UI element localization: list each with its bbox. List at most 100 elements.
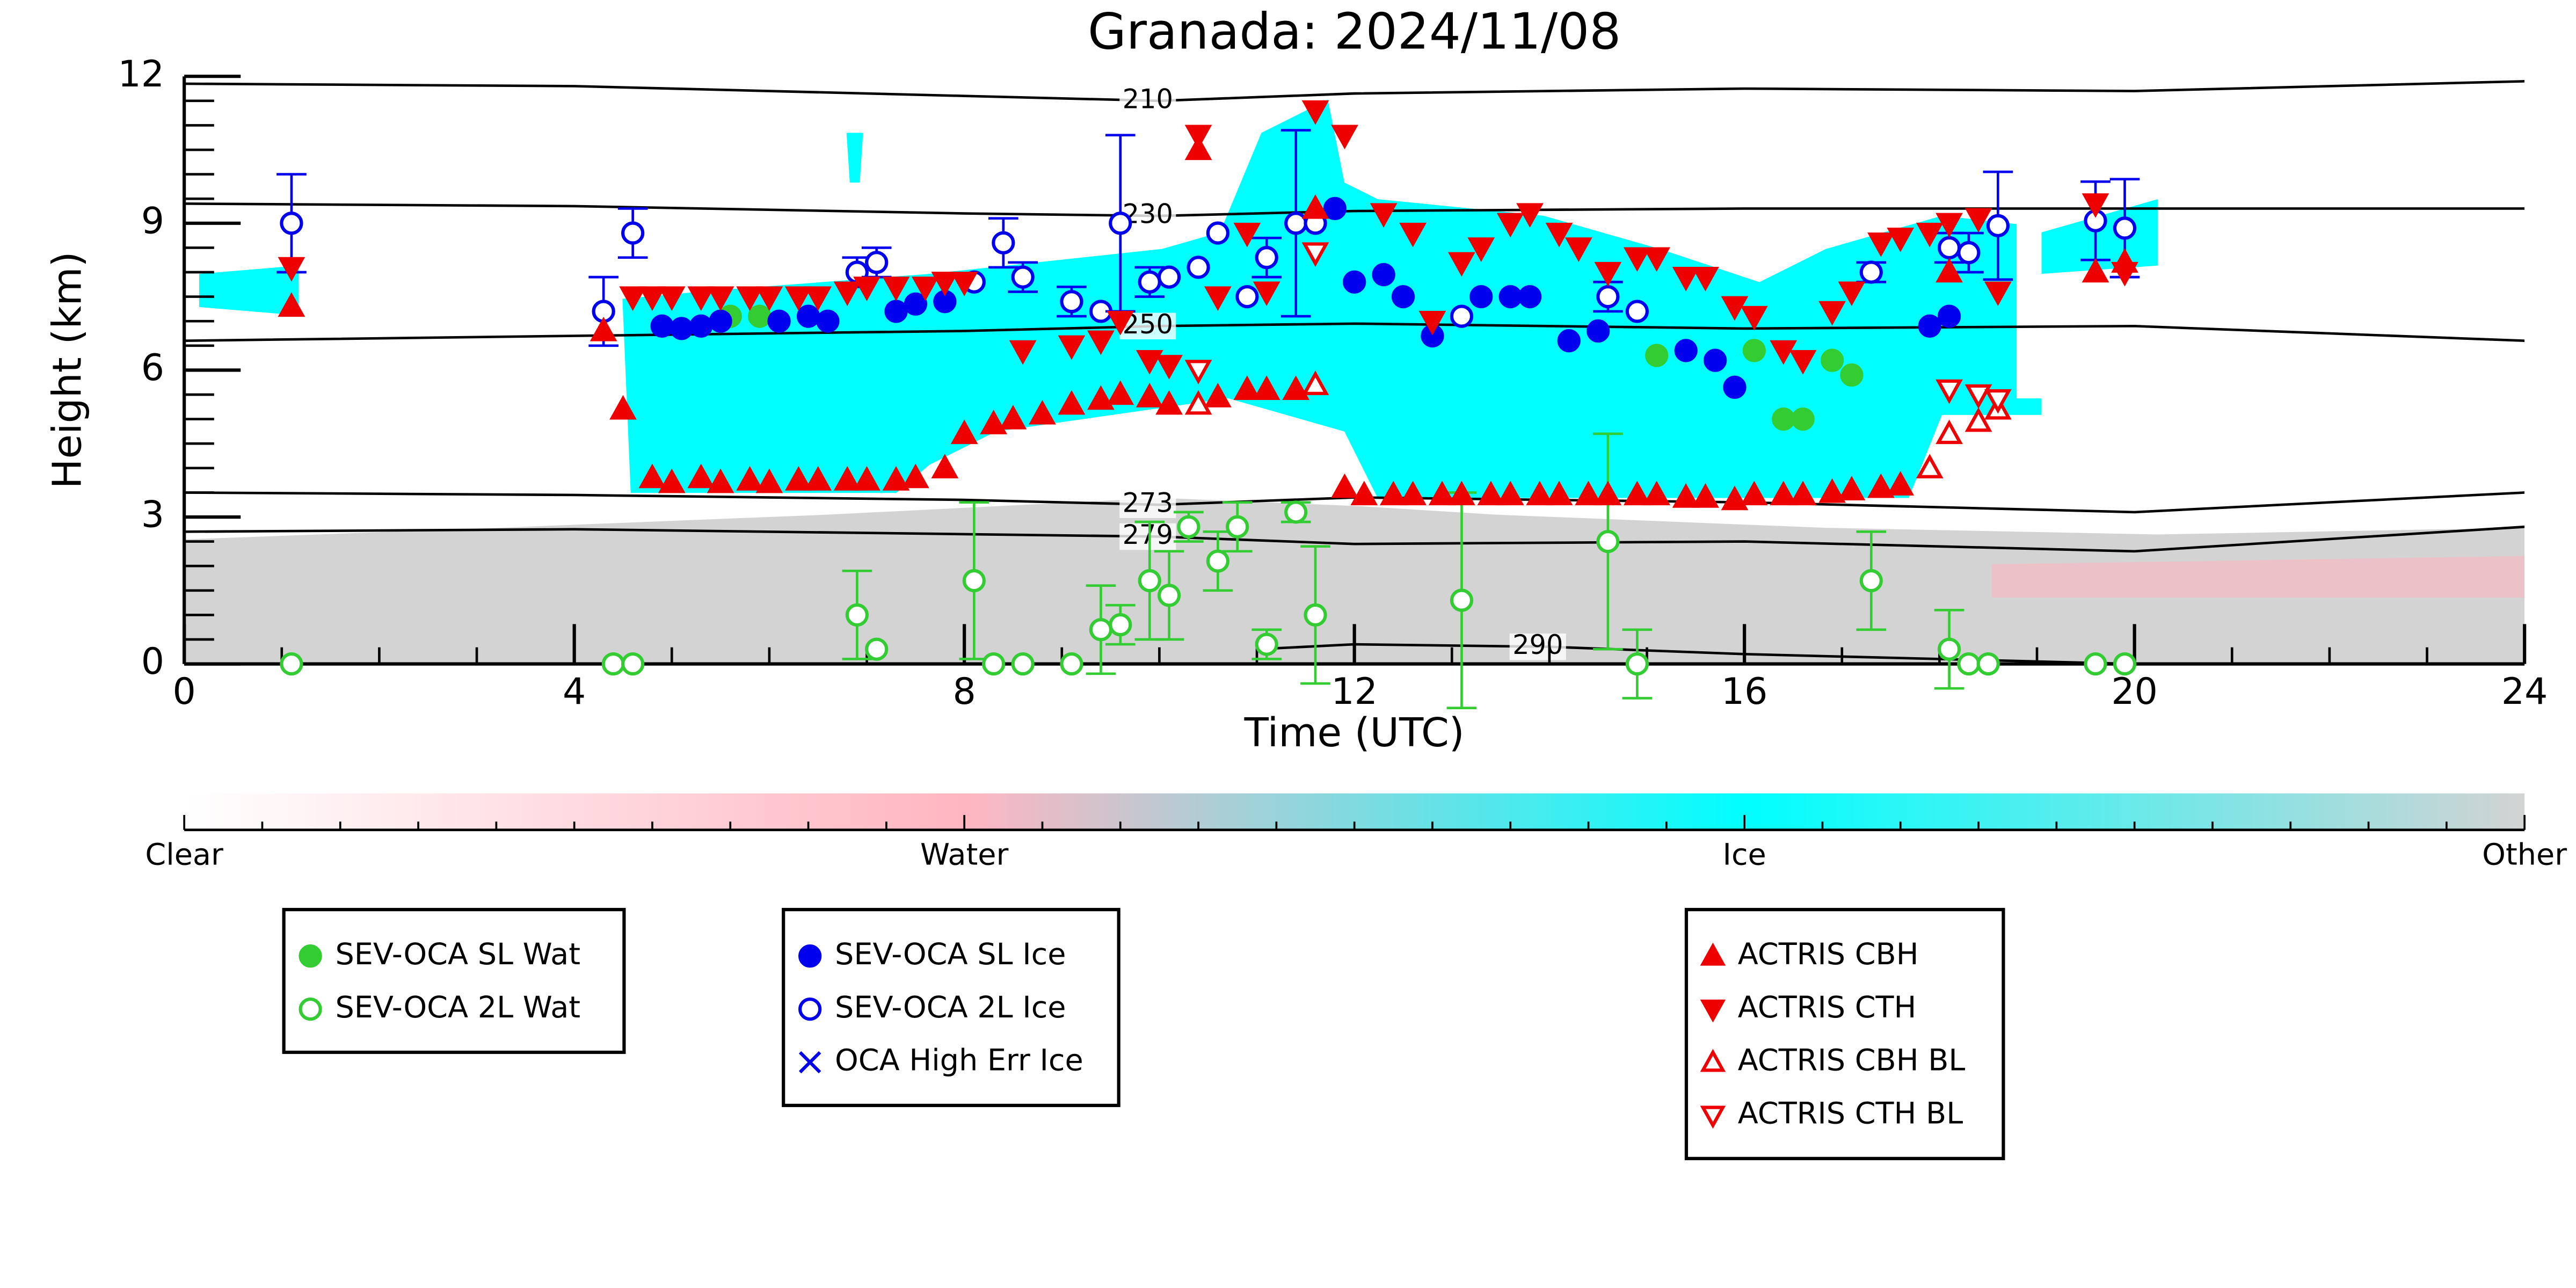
marker — [1643, 481, 1671, 506]
legend-label: ACTRIS CBH — [1738, 937, 1919, 972]
marker — [1058, 390, 1086, 415]
marker — [1937, 637, 1961, 661]
marker — [833, 281, 861, 306]
marker — [882, 466, 910, 491]
marker — [1596, 529, 1620, 554]
marker — [1138, 569, 1161, 593]
marker — [687, 286, 715, 311]
contour-label: 290 — [1512, 629, 1563, 660]
marker — [1818, 478, 1846, 503]
marker — [1226, 515, 1249, 539]
marker — [950, 272, 978, 296]
marker — [785, 466, 812, 491]
marker — [748, 304, 772, 328]
marker — [1526, 481, 1554, 506]
marker — [1964, 208, 1992, 233]
marker — [638, 463, 666, 489]
marker — [1255, 246, 1278, 270]
marker — [1867, 473, 1895, 498]
marker — [904, 292, 927, 316]
marker — [299, 944, 322, 968]
marker — [845, 603, 869, 627]
marker — [1704, 348, 1727, 372]
legend-box — [282, 908, 626, 1054]
marker — [2084, 652, 2107, 676]
marker — [912, 276, 939, 301]
marker — [816, 309, 840, 333]
marker — [1184, 360, 1212, 384]
marker — [767, 309, 791, 333]
marker — [621, 652, 645, 676]
marker — [1469, 285, 1493, 309]
x-axis-label: Time (UTC) — [1244, 710, 1465, 756]
y-tick-label: 6 — [141, 347, 164, 389]
x-tick-label: 12 — [1331, 671, 1378, 713]
marker — [796, 304, 820, 328]
marker — [1770, 481, 1798, 506]
marker — [638, 286, 666, 311]
marker — [1692, 266, 1719, 292]
marker — [278, 292, 305, 317]
marker — [1957, 241, 1981, 265]
marker — [1625, 300, 1649, 323]
marker — [1770, 340, 1798, 365]
marker — [658, 286, 686, 311]
marker — [1645, 344, 1669, 367]
y-axis-label: Height (km) — [44, 251, 90, 489]
marker — [1255, 632, 1278, 656]
marker — [1596, 285, 1620, 309]
legend-label: OCA High Err Ice — [835, 1043, 1083, 1078]
legend-label: SEV-OCA 2L Wat — [335, 990, 580, 1025]
contour-line — [184, 322, 2525, 343]
marker — [833, 466, 861, 491]
marker — [1723, 375, 1747, 399]
marker — [1575, 481, 1602, 506]
marker — [1937, 304, 1961, 328]
marker — [1331, 473, 1358, 498]
marker — [1157, 584, 1181, 607]
marker — [1253, 375, 1280, 401]
marker — [1350, 481, 1378, 506]
marker — [798, 1051, 821, 1074]
marker — [619, 286, 646, 311]
marker — [1301, 370, 1329, 395]
marker — [1887, 227, 1915, 252]
marker — [1820, 348, 1844, 372]
marker — [1859, 260, 1883, 284]
marker — [1545, 222, 1573, 248]
marker — [278, 257, 305, 282]
marker — [798, 997, 822, 1021]
marker — [1155, 390, 1183, 415]
marker — [1565, 237, 1592, 262]
legend-label: ACTRIS CBH BL — [1738, 1043, 1966, 1078]
marker — [280, 652, 303, 676]
colorbar-label: Water — [920, 837, 1009, 872]
marker — [1838, 281, 1866, 306]
marker — [982, 652, 1006, 676]
marker — [1557, 329, 1581, 353]
marker — [658, 468, 686, 493]
marker — [707, 286, 734, 311]
marker — [1233, 375, 1261, 401]
marker — [1009, 340, 1037, 365]
x-tick-label: 24 — [2501, 671, 2548, 713]
marker — [1107, 311, 1134, 336]
marker — [1187, 256, 1210, 279]
contour-line — [184, 80, 2525, 103]
marker — [1029, 400, 1056, 425]
marker — [1692, 483, 1719, 508]
marker — [1136, 350, 1163, 375]
legend-label: ACTRIS CTH — [1738, 990, 1917, 1025]
marker — [1587, 319, 1610, 343]
marker — [1789, 350, 1817, 375]
marker — [1370, 203, 1398, 228]
marker — [804, 466, 832, 491]
marker — [1136, 383, 1163, 407]
marker — [1740, 305, 1768, 331]
marker — [1467, 237, 1495, 262]
marker — [1721, 485, 1749, 511]
marker — [1391, 285, 1415, 309]
marker — [590, 316, 617, 341]
